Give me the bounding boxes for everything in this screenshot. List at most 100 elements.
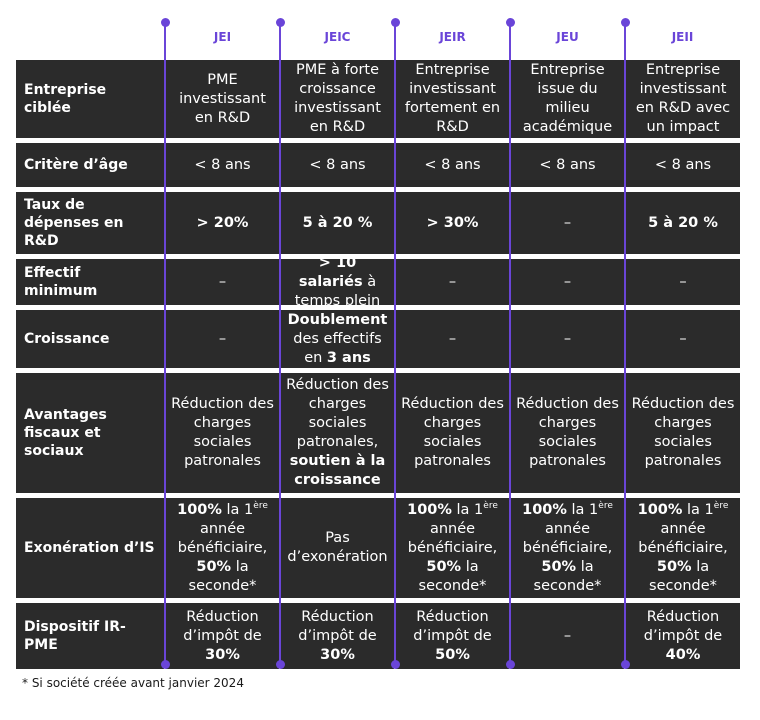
row-label: Entreprise ciblée [16,60,164,138]
cell-text-segment: la 1 [566,501,599,518]
table-cell-jeu: < 8 ans [511,143,624,187]
cell-text-segment: < 8 ans [539,156,596,173]
cell-text: Entreprise investissant fortement en R&D [400,61,505,137]
cell-text-segment: 50% [656,558,692,575]
cell-text-segment: Réduction des charges sociales patronale… [401,396,504,469]
cell-text: 100% la 1ère année bénéficiaire, 50% la … [515,501,620,596]
cell-text: > 10 salariés à temps plein [285,254,390,311]
table-cell-jeu: – [511,603,624,669]
cell-text: Réduction d’impôt de 40% [630,608,736,665]
cell-text-segment: la 1 [682,501,714,518]
table-cell-jeic: 5 à 20 % [281,192,394,254]
guide-dot-bottom [390,660,400,669]
cell-text: – [564,214,571,233]
cell-text-segment: 50% [435,646,470,663]
cell-text: > 30% [427,214,479,233]
cell-text-segment: – [218,273,227,290]
cell-text-segment: 3 ans [326,349,371,366]
table-cell-jeir: Réduction d’impôt de 50% [396,603,509,669]
cell-text-segment: < 8 ans [654,156,712,173]
cell-text: Entreprise issue du milieu académique [515,61,620,137]
column-header-row: JEI JEIC JEIR JEU JEII [0,30,760,48]
table-cell-jeic: > 10 salariés à temps plein [281,255,394,309]
cell-text-segment: Entreprise investissant fortement en R&D [404,62,501,135]
cell-text-segment: < 8 ans [309,156,366,173]
table-cell-jei: > 20% [166,192,279,254]
cell-text-segment: 100% [177,501,222,518]
cell-text: Réduction des charges sociales patronale… [515,395,620,471]
table-cell-jei: PME investissant en R&D [166,60,279,138]
cell-text: PME à forte croissance investissant en R… [285,61,390,137]
table-cell-jeii: < 8 ans [626,143,740,187]
table-cell-jei: < 8 ans [166,143,279,187]
cell-text-segment: Entreprise issue du milieu académique [522,62,613,135]
cell-text: 5 à 20 % [303,214,373,233]
cell-text-segment: année bénéficiaire, [522,520,613,556]
cell-text: – [219,330,226,349]
cell-text-segment: 50% [196,558,232,575]
guide-dot-top [620,18,630,27]
cell-text-segment: 100% [637,501,683,518]
column-header-jeu: JEU [556,30,579,44]
cell-text-segment: ère [598,500,613,511]
cell-text-segment: 30% [320,646,355,663]
cell-text: 100% la 1ère année bénéficiaire, 50% la … [630,501,736,596]
cell-text: 100% la 1ère année bénéficiaire, 50% la … [400,501,505,596]
cell-text: Doublement des effectifs en 3 ans [285,311,390,368]
cell-text-segment: la 1 [451,501,484,518]
cell-text: – [564,330,571,349]
table-cell-jeii: – [626,310,740,368]
table-cell-jeic: Réduction des charges sociales patronale… [281,373,394,493]
cell-text-segment: 50% [426,558,462,575]
cell-text: Réduction d’impôt de 30% [285,608,390,665]
cell-text: Réduction des charges sociales patronale… [630,395,736,471]
cell-text-segment: la 1 [221,501,254,518]
cell-text-segment: ère [713,500,729,511]
cell-text-segment: ère [253,500,268,511]
table-cell-jeir: Entreprise investissant fortement en R&D [396,60,509,138]
table-cell-jei: Réduction d’impôt de 30% [166,603,279,669]
footnote: * Si société créée avant janvier 2024 [22,676,244,690]
cell-text-segment: – [448,330,457,347]
cell-text: – [219,273,226,292]
table-cell-jeic: PME à forte croissance investissant en R… [281,60,394,138]
cell-text-segment: Pas d’exonération [287,530,388,565]
cell-text-segment: – [563,330,572,347]
cell-text-segment: > 30% [426,214,479,231]
table-cell-jeic: Doublement des effectifs en 3 ans [281,310,394,368]
column-guide-line [620,18,630,669]
cell-text: Réduction d’impôt de 50% [400,608,505,665]
row-label: Avantages fiscaux et sociaux [16,373,164,493]
table-cell-jeii: Réduction d’impôt de 40% [626,603,740,669]
table-cell-jeir: Réduction des charges sociales patronale… [396,373,509,493]
column-guide-line [160,18,170,669]
cell-text-segment: la seconde* [649,558,717,594]
cell-text: < 8 ans [424,156,480,175]
cell-text-segment: – [679,273,687,290]
cell-text-segment: > 20% [196,214,249,231]
table-cell-jei: – [166,259,279,305]
table-cell-jeu: – [511,192,624,254]
column-guide-line [505,18,515,669]
table-cell-jeii: Entreprise investissant en R&D avec un i… [626,60,740,138]
table-cell-jeir: – [396,310,509,368]
cell-text: – [679,330,686,349]
cell-text: < 8 ans [655,156,711,175]
table-cell-jeic: Pas d’exonération [281,498,394,598]
cell-text-segment: 30% [205,646,240,663]
cell-text-segment: Réduction d’impôt de [413,608,492,644]
guide-dot-bottom [505,660,515,669]
cell-text: – [449,273,456,292]
cell-text-segment: année bénéficiaire, [407,520,498,556]
guide-dot-bottom [275,660,285,669]
column-guide-line [275,18,285,669]
column-header-jei: JEI [213,30,232,44]
cell-text-segment: la seconde* [418,558,487,594]
cell-text-segment: Réduction des charges sociales patronale… [631,396,735,469]
cell-text-segment: Réduction des charges sociales patronale… [516,396,619,469]
cell-text-segment: PME à forte croissance investissant en R… [294,62,381,135]
guide-dot-top [160,18,170,27]
cell-text-segment: la seconde* [533,558,602,594]
table-cell-jei: 100% la 1ère année bénéficiaire, 50% la … [166,498,279,598]
cell-text: – [564,273,571,292]
